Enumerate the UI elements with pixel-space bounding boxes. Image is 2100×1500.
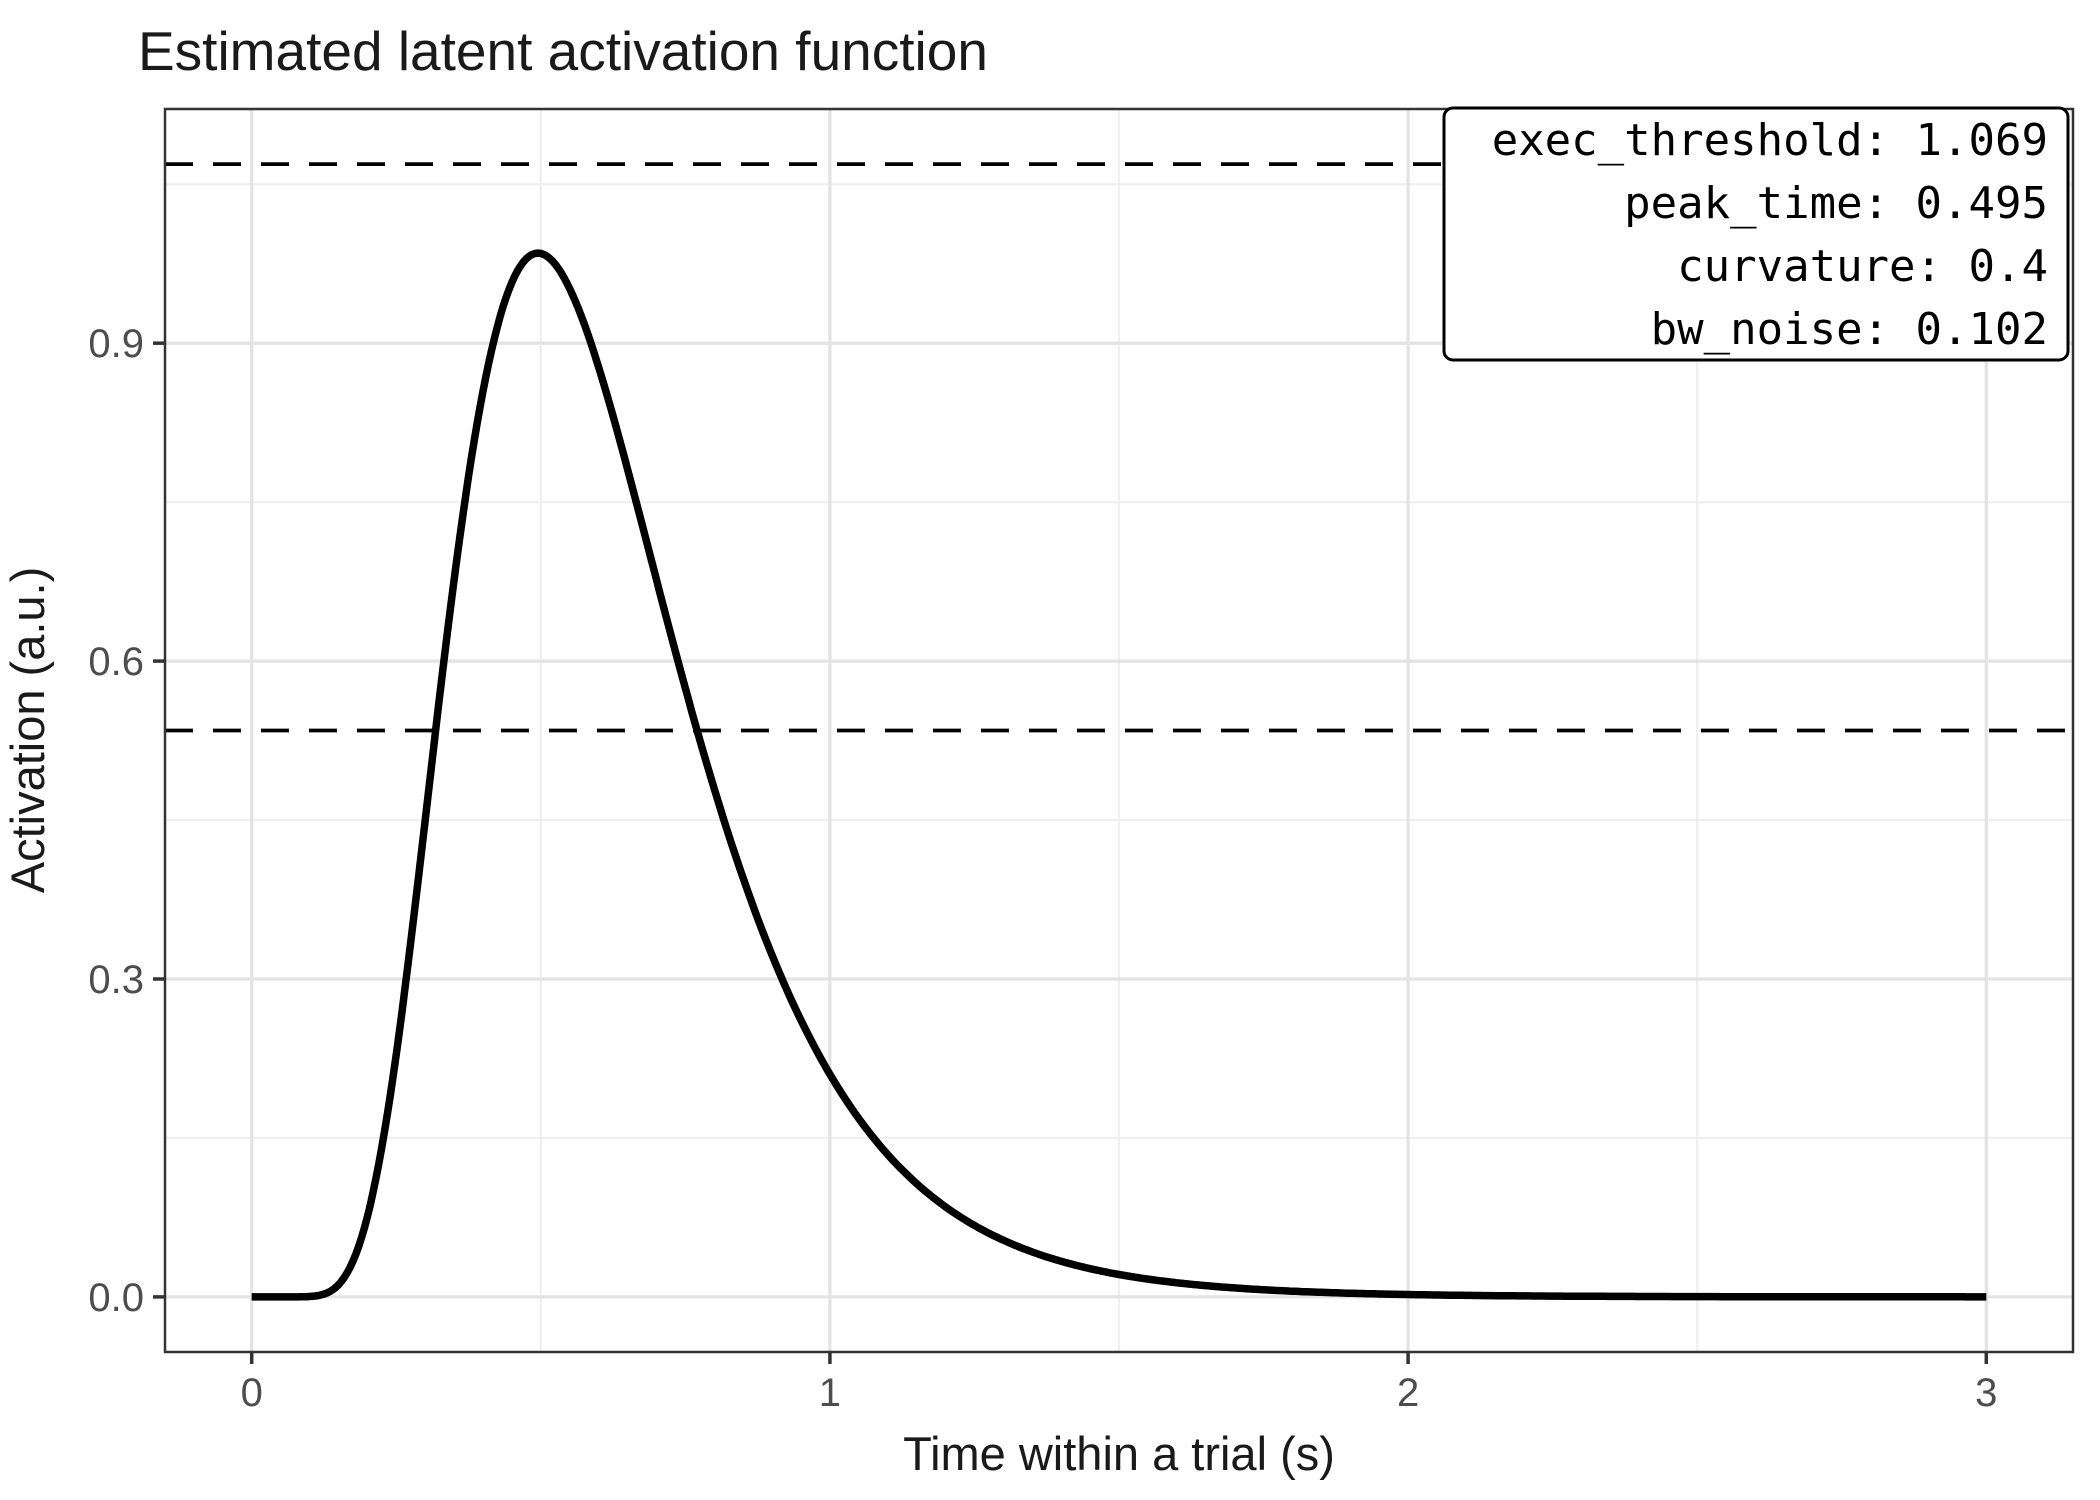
y-tick-label: 0.6 [88,640,144,684]
axis-ticks-layer [153,341,1989,1364]
y-tick-label: 0.0 [88,1276,144,1320]
annotation-box: exec_threshold: 1.069 peak_time: 0.495 c… [1442,106,2070,362]
annotation-line-exec-threshold: exec_threshold: 1.069 [1492,115,2048,166]
tick-labels-layer: 0 1 2 3 0.0 0.3 0.6 0.9 [88,322,1997,1415]
activation-curve [250,249,1988,1301]
x-tick-label: 1 [819,1371,841,1415]
y-tick-label: 0.9 [88,322,144,366]
annotation-line-curvature: curvature: 0.4 [1677,241,2048,292]
y-axis-title: Activation (a.u.) [1,567,54,894]
annotation-box-frame [1442,106,2070,362]
annotation-line-bw-noise: bw_noise: 0.102 [1651,304,2048,355]
plot-title: Estimated latent activation function [138,20,988,82]
curve-layer [250,249,1988,1301]
panel-border [163,107,2075,1354]
x-tick-label: 3 [1975,1371,1997,1415]
x-axis-title: Time within a trial (s) [903,1427,1335,1480]
x-tick-label: 2 [1397,1371,1419,1415]
annotation-line-peak-time: peak_time: 0.495 [1624,178,2048,229]
x-tick-label: 0 [241,1371,263,1415]
y-tick-label: 0.3 [88,958,144,1002]
